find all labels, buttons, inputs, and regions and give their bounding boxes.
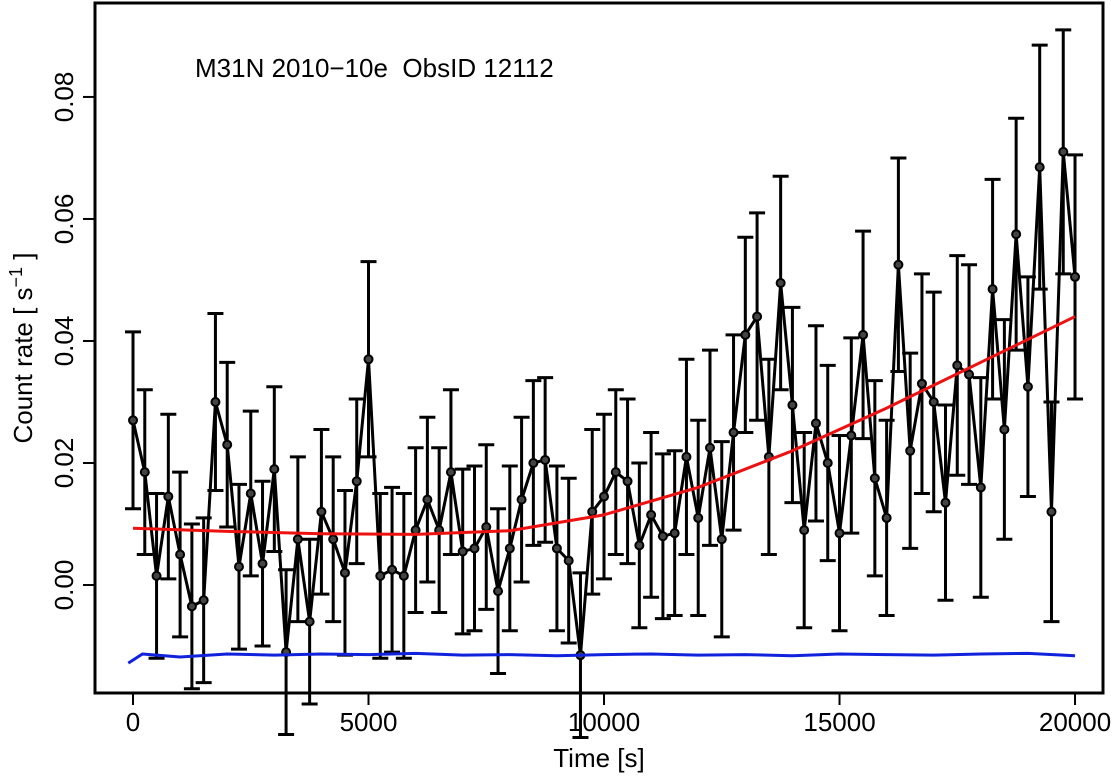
y-axis-label: Count rate [ s−1 ] xyxy=(6,252,38,443)
point xyxy=(622,476,633,487)
point xyxy=(916,378,927,389)
y-tick-label: 0.06 xyxy=(49,194,79,245)
point xyxy=(540,454,551,465)
x-tick-label: 0 xyxy=(126,707,140,737)
x-tick-label: 10000 xyxy=(568,707,640,737)
point xyxy=(1058,146,1069,157)
point xyxy=(940,497,951,508)
point xyxy=(351,476,362,487)
series-line xyxy=(132,315,1076,536)
point xyxy=(646,509,657,520)
point xyxy=(810,418,821,429)
point xyxy=(563,555,574,566)
point xyxy=(952,360,963,371)
point xyxy=(304,616,315,627)
point xyxy=(422,494,433,505)
point xyxy=(528,458,539,468)
point xyxy=(151,570,162,581)
x-tick-label: 5000 xyxy=(340,707,398,737)
point xyxy=(516,494,527,505)
point xyxy=(363,354,374,365)
point xyxy=(1034,162,1045,173)
point xyxy=(481,522,492,533)
point xyxy=(999,424,1010,435)
point xyxy=(387,564,398,575)
point xyxy=(551,543,562,554)
point xyxy=(846,430,857,441)
point xyxy=(987,284,998,295)
y-label-text: Count rate [ s xyxy=(8,287,38,443)
point xyxy=(269,464,280,475)
point xyxy=(504,543,515,554)
point xyxy=(869,473,880,484)
point xyxy=(964,369,975,380)
point xyxy=(292,534,303,545)
series-line xyxy=(127,651,1076,665)
point xyxy=(905,445,916,456)
point xyxy=(752,311,763,322)
point xyxy=(587,506,598,517)
point xyxy=(704,442,715,453)
point xyxy=(881,512,892,523)
point xyxy=(681,451,692,462)
point xyxy=(799,525,810,536)
point xyxy=(634,540,645,551)
point xyxy=(599,491,610,502)
point xyxy=(693,512,704,523)
point xyxy=(457,546,468,557)
x-axis-label: Time [s] xyxy=(553,743,644,773)
annotation: M31N 2010−10e ObsID 12112 xyxy=(195,53,554,83)
point xyxy=(163,491,174,502)
plot-frame xyxy=(93,1,1105,695)
x-tick-label: 15000 xyxy=(803,707,875,737)
point xyxy=(186,601,197,612)
y-label-suffix: ] xyxy=(8,252,38,266)
point xyxy=(669,528,680,539)
point xyxy=(328,534,339,545)
point xyxy=(775,278,786,289)
point xyxy=(375,570,386,581)
point xyxy=(1046,506,1057,517)
point xyxy=(316,506,327,517)
point xyxy=(233,561,244,572)
y-tick-label: 0.08 xyxy=(49,72,79,123)
point xyxy=(245,488,256,499)
point xyxy=(1011,229,1022,240)
point xyxy=(398,570,409,581)
point xyxy=(222,439,233,450)
point xyxy=(198,595,209,606)
point xyxy=(787,400,798,411)
point xyxy=(728,427,739,438)
point xyxy=(822,458,833,468)
point xyxy=(740,329,751,340)
point xyxy=(657,531,668,542)
point xyxy=(975,482,986,493)
point xyxy=(139,467,150,478)
point xyxy=(610,467,621,478)
point xyxy=(858,329,869,340)
point xyxy=(493,586,504,597)
point xyxy=(257,558,268,569)
point xyxy=(175,549,186,560)
point xyxy=(834,528,845,539)
y-tick-label: 0.02 xyxy=(49,438,79,489)
point xyxy=(1022,381,1033,392)
point xyxy=(210,396,221,407)
point xyxy=(893,259,904,270)
y-tick-label: 0.04 xyxy=(49,316,79,367)
point xyxy=(469,543,480,554)
y-tick-label: 0.00 xyxy=(49,560,79,611)
point xyxy=(445,467,456,478)
point xyxy=(339,567,350,578)
y-label-sup: −1 xyxy=(6,267,26,288)
point xyxy=(716,534,727,545)
x-tick-label: 20000 xyxy=(1039,707,1111,737)
point xyxy=(128,415,139,426)
point xyxy=(1070,271,1081,282)
point xyxy=(928,396,939,407)
